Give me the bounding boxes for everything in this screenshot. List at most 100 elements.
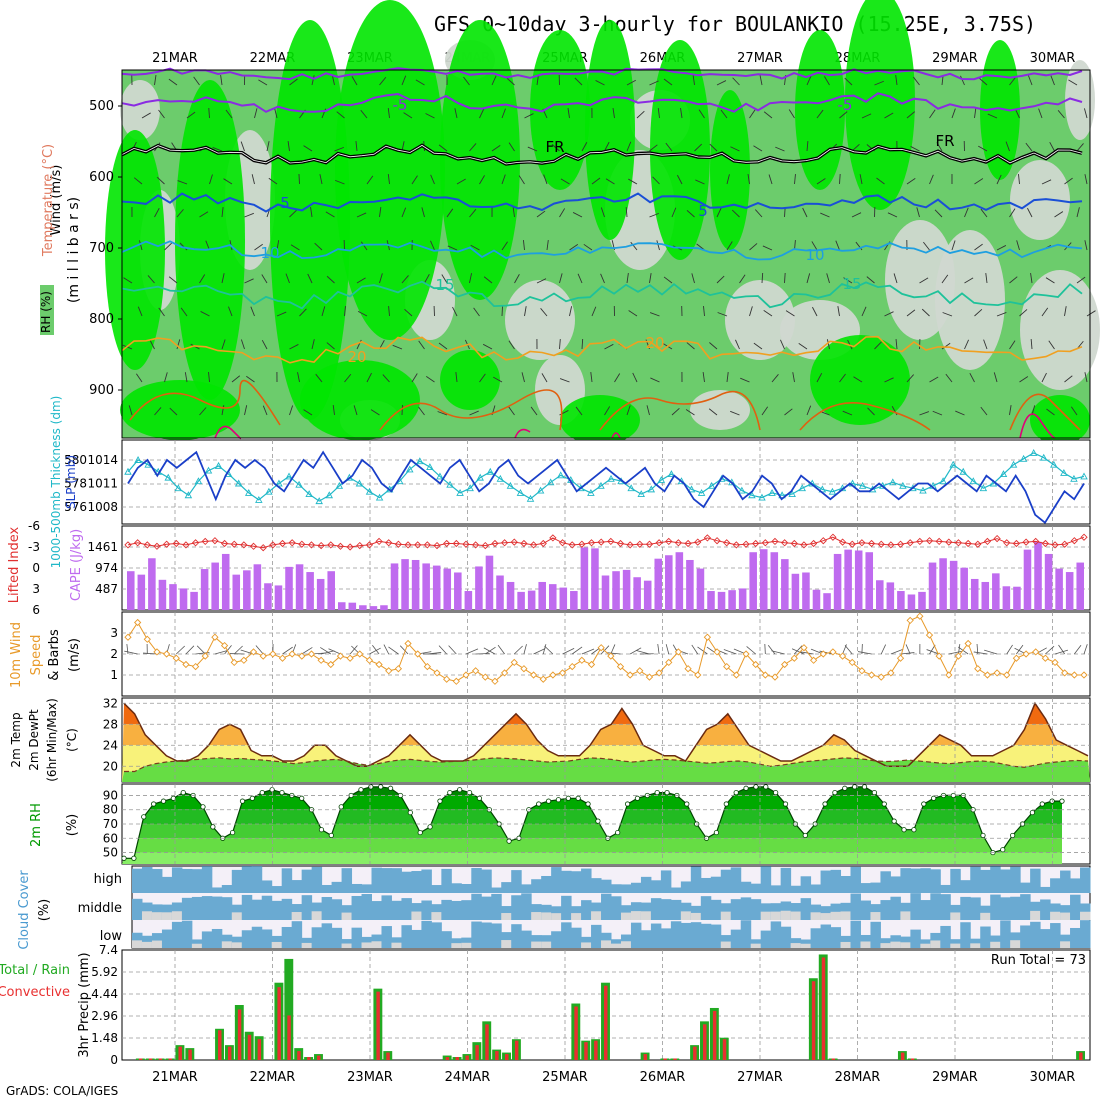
cloud-cell <box>601 893 612 920</box>
wind-barb <box>784 408 793 416</box>
lifted-index-marker <box>587 539 596 547</box>
cape-bar <box>696 568 705 610</box>
lifted-index-marker <box>848 540 856 548</box>
cape-bar <box>802 572 810 610</box>
thickness-marker <box>556 471 565 479</box>
wind-barb <box>649 212 659 218</box>
wind-speed-marker <box>539 675 547 683</box>
cloud-cell <box>640 930 652 948</box>
wind-barb <box>176 645 185 655</box>
rh2m-marker <box>1010 832 1016 839</box>
cloud-cell <box>660 899 672 920</box>
lifted-index-marker <box>1041 539 1050 548</box>
wind-barb <box>626 405 631 416</box>
lifted-index-marker <box>1061 540 1069 548</box>
wind-speed-marker <box>423 662 431 671</box>
thickness-marker <box>647 485 656 493</box>
cloud-cell <box>441 931 452 948</box>
wind-barb <box>176 339 181 350</box>
wind-speed-marker <box>500 669 509 677</box>
cape-bar <box>823 593 831 610</box>
wind-barb <box>501 305 503 317</box>
rh2m-marker <box>773 789 779 796</box>
cloud-cell <box>371 867 382 893</box>
cloud-cell <box>1010 866 1021 893</box>
cloud-cell <box>391 900 402 920</box>
lifted-index-marker <box>481 541 489 550</box>
cloud-cell <box>541 875 552 893</box>
cloud-cell <box>581 900 592 920</box>
wind-speed-marker <box>867 671 876 679</box>
wind-barb <box>250 306 255 317</box>
wind-barb <box>501 174 506 185</box>
axis-tick-label: 24 <box>103 738 118 752</box>
wind-barb <box>123 277 133 284</box>
axis-tick-label: 28 <box>103 717 118 731</box>
lifted-index-marker <box>616 539 625 548</box>
cloud-fill <box>132 866 1091 948</box>
temp2m-ylabel2: 2m DewPt <box>27 709 41 771</box>
cloud-cell <box>730 867 742 893</box>
cloud-cell <box>471 867 482 893</box>
wind-speed-marker <box>549 671 557 679</box>
wind-barb <box>723 649 737 655</box>
cloud-cell <box>1080 920 1091 948</box>
cloud-partial-cell <box>141 941 153 948</box>
lifted-index-marker <box>1003 539 1011 547</box>
lifted-index-marker <box>993 534 1001 543</box>
cloud-partial-cell <box>571 913 582 920</box>
wind-speed-marker <box>481 673 489 681</box>
cloud-cell <box>850 866 861 893</box>
wind-barb <box>663 276 673 284</box>
wind-barb <box>469 410 479 416</box>
cape-bar <box>707 591 715 610</box>
thickness-marker <box>526 494 535 502</box>
lifted-index-marker <box>1022 538 1030 546</box>
wind-barb <box>906 178 916 185</box>
thickness-marker <box>476 473 484 481</box>
cloud-cell <box>171 921 183 948</box>
wind-barb <box>572 212 583 218</box>
wind-speed-marker <box>674 648 683 656</box>
thickness-marker <box>194 477 203 485</box>
cloud-cell <box>181 868 193 893</box>
rh2m-marker <box>378 784 384 790</box>
wind-barb <box>542 644 547 655</box>
precip-convective-bar <box>297 1051 301 1060</box>
rh-high-blob <box>650 40 710 260</box>
cape-bar <box>200 569 209 610</box>
thickness-marker <box>285 472 293 480</box>
temp-contour-20 <box>121 335 1083 364</box>
wind-barb <box>980 406 988 416</box>
axis-tick-label: -3 <box>28 540 40 554</box>
cape-bars <box>127 541 1084 610</box>
wind-barb <box>1083 108 1088 119</box>
wind-speed-marker <box>240 656 248 664</box>
thickness-marker <box>738 486 746 494</box>
wind-barb <box>544 645 554 655</box>
rh2m-marker <box>921 801 927 807</box>
wind-barbs-10m <box>124 643 1088 655</box>
wind-barb <box>208 372 210 383</box>
wind-barb <box>649 144 658 152</box>
wind-barb <box>746 646 756 655</box>
lifted-index-marker <box>809 539 818 548</box>
contour-label: 15 <box>435 276 454 294</box>
wind-speed-markers <box>124 612 1088 685</box>
rh-high-blob <box>1030 395 1090 445</box>
contour-label: -5 <box>838 96 853 114</box>
axis-tick-label: 1014 <box>87 453 118 467</box>
rh2m-marker <box>536 801 542 807</box>
cloud-cell <box>521 884 532 893</box>
precip-convective-bar <box>584 1042 588 1060</box>
precip-ylabel2: Convective <box>0 985 70 1000</box>
wind-barb <box>315 373 323 383</box>
wind-barb <box>929 376 939 383</box>
wind-barb <box>730 410 740 416</box>
wind-barb <box>479 175 485 185</box>
axis-tick-label: 1008 <box>87 500 118 514</box>
rh2m-marker <box>368 784 374 790</box>
lifted-index-marker <box>500 539 509 547</box>
wind-speed-marker <box>510 658 518 667</box>
thickness-marker <box>637 490 645 498</box>
